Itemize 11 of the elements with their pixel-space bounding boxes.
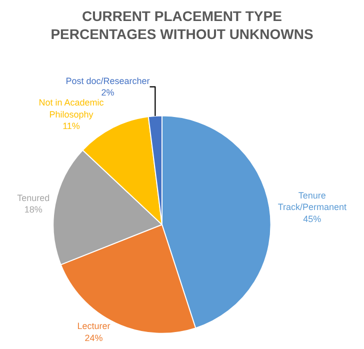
slice-label: Tenured	[17, 192, 50, 203]
data-label: 11%	[62, 121, 80, 132]
data-label: 2%	[101, 88, 114, 98]
slice-label: Not in Academic Philosophy	[38, 98, 104, 120]
slice-label: Tenure Track/Permanent	[278, 190, 348, 212]
data-label: 45%	[303, 214, 322, 224]
slice-label: Lecturer	[77, 321, 110, 332]
data-label: 18%	[24, 204, 42, 215]
data-label: 24%	[84, 332, 103, 343]
chart-title: CURRENT PLACEMENT TYPE PERCENTAGES WITHOUT UNKNOWNS	[50, 8, 314, 42]
slice-label: Post doc/Researcher	[66, 76, 150, 86]
